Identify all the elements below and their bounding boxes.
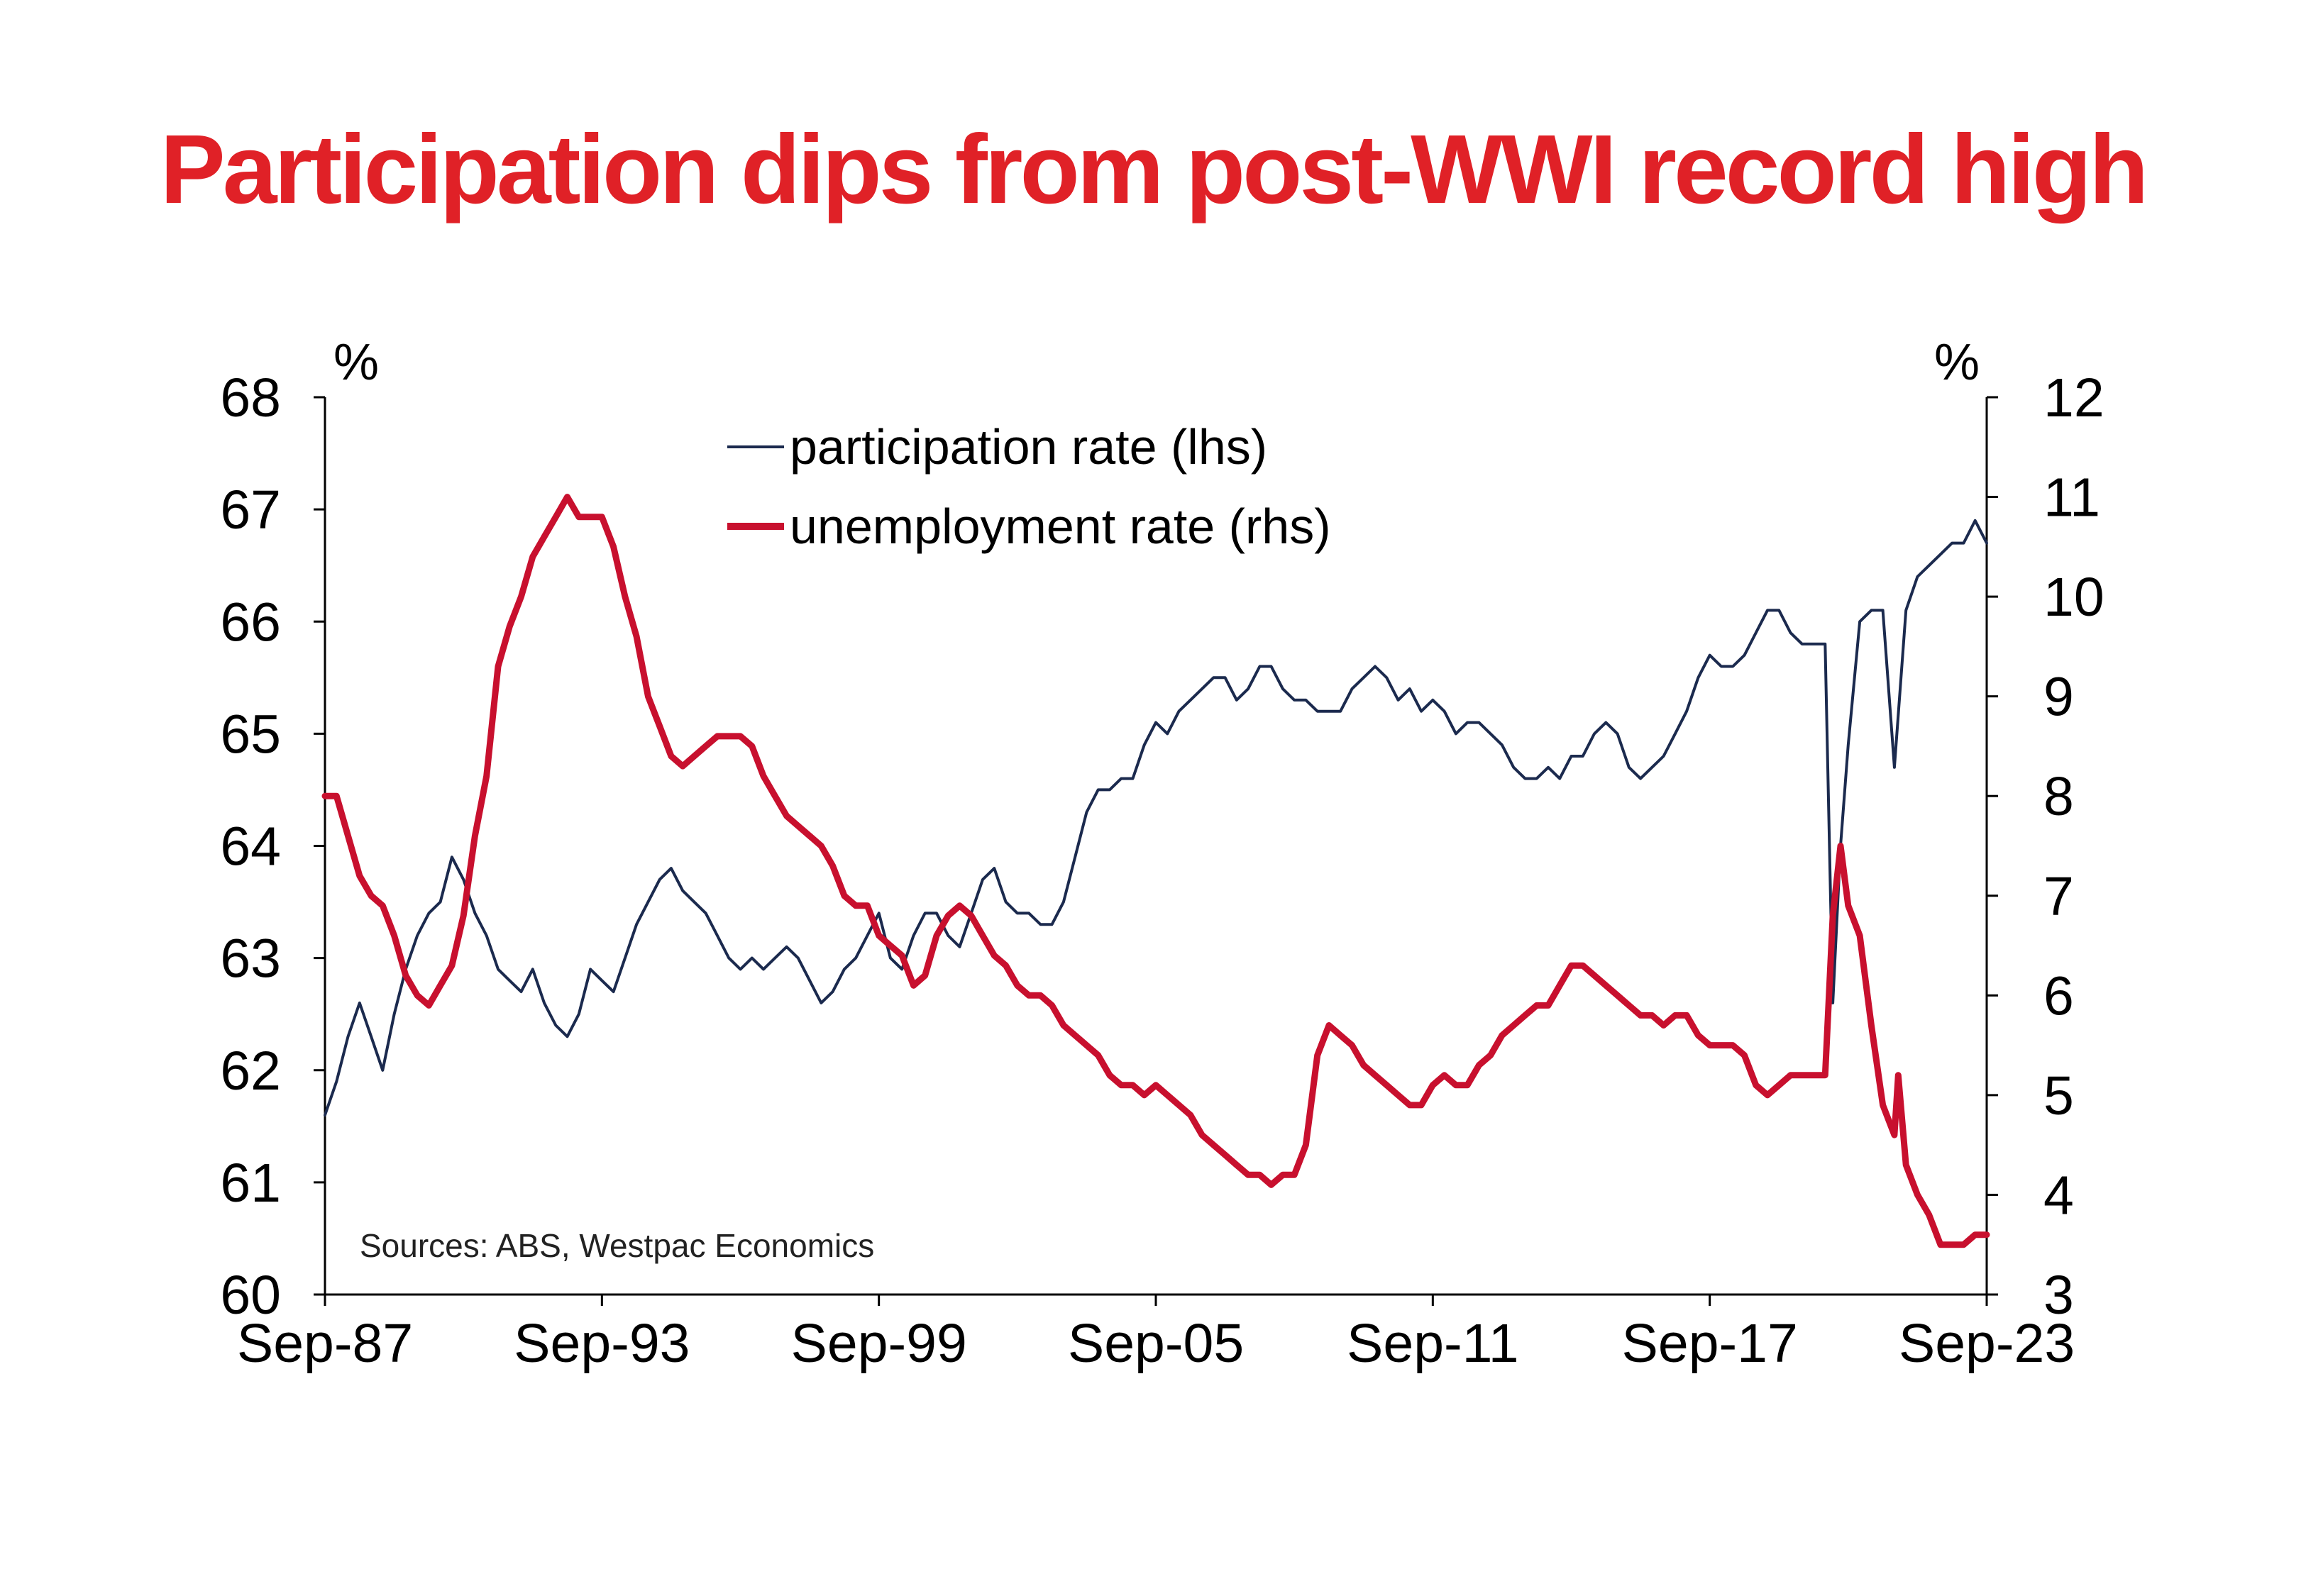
left-tick-label: 68 xyxy=(220,367,281,428)
left-tick-label: 62 xyxy=(220,1041,281,1102)
x-tick-label: Sep-99 xyxy=(791,1313,967,1374)
left-tick-label: 66 xyxy=(220,592,281,653)
unemployment-rate-line xyxy=(321,494,1990,1248)
right-tick-label: 6 xyxy=(2043,965,2074,1026)
x-tick-label: Sep-93 xyxy=(514,1313,690,1374)
x-tick-label: Sep-17 xyxy=(1622,1313,1798,1374)
source-note: Sources: ABS, Westpac Economics xyxy=(360,1227,874,1264)
left-tick-label: 67 xyxy=(220,480,281,541)
left-tick-label: 64 xyxy=(220,816,281,877)
series-layer xyxy=(321,494,1990,1248)
chart-title: Participation dips from post-WWI record … xyxy=(160,115,2149,224)
right-y-unit: % xyxy=(1934,334,1980,391)
legend: participation rate (lhs) unemployment ra… xyxy=(727,419,1331,554)
x-tick-label: Sep-05 xyxy=(1068,1313,1244,1374)
left-tick-label: 63 xyxy=(220,929,281,990)
right-tick-label: 3 xyxy=(2043,1265,2074,1326)
left-tick-label: 61 xyxy=(220,1153,281,1214)
left-y-ticks: 60 61 62 63 64 65 66 67 68 xyxy=(220,367,325,1326)
right-tick-label: 10 xyxy=(2043,567,2104,628)
left-tick-label: 60 xyxy=(220,1265,281,1326)
right-tick-label: 8 xyxy=(2043,766,2074,827)
right-tick-label: 4 xyxy=(2043,1165,2074,1226)
right-y-ticks: 3 4 5 6 7 8 9 10 11 12 xyxy=(1987,367,2104,1326)
legend-label-participation: participation rate (lhs) xyxy=(790,419,1267,475)
right-tick-label: 7 xyxy=(2043,866,2074,927)
x-ticks: Sep-87 Sep-93 Sep-99 Sep-05 Sep-11 Sep-17 Sep-… xyxy=(237,1295,2075,1374)
right-tick-label: 9 xyxy=(2043,667,2074,728)
x-tick-label: Sep-11 xyxy=(1347,1313,1519,1374)
participation-rate-line xyxy=(324,519,1988,1116)
right-tick-label: 5 xyxy=(2043,1065,2074,1126)
left-y-unit: % xyxy=(333,334,379,391)
right-tick-label: 11 xyxy=(2043,467,2100,528)
x-tick-label: Sep-87 xyxy=(237,1313,413,1374)
left-tick-label: 65 xyxy=(220,704,281,765)
right-tick-label: 12 xyxy=(2043,367,2104,428)
legend-label-unemployment: unemployment rate (rhs) xyxy=(790,499,1331,554)
x-tick-label: Sep-23 xyxy=(1899,1313,2075,1374)
